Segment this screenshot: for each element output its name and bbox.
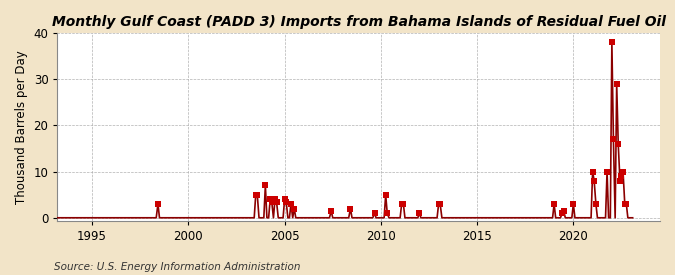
Point <box>433 202 444 206</box>
Point <box>289 206 300 211</box>
Title: Monthly Gulf Coast (PADD 3) Imports from Bahama Islands of Residual Fuel Oil: Monthly Gulf Coast (PADD 3) Imports from… <box>52 15 666 29</box>
Point <box>614 178 625 183</box>
Point <box>589 178 599 183</box>
Point <box>435 202 446 206</box>
Y-axis label: Thousand Barrels per Day: Thousand Barrels per Day <box>15 50 28 204</box>
Point <box>568 202 578 206</box>
Point <box>616 174 627 178</box>
Point <box>606 40 617 44</box>
Point <box>380 192 391 197</box>
Point <box>558 209 569 213</box>
Point <box>269 197 280 202</box>
Point <box>591 202 601 206</box>
Point <box>621 202 632 206</box>
Point <box>601 169 612 174</box>
Point <box>279 197 290 202</box>
Point <box>267 199 277 204</box>
Point <box>557 211 568 215</box>
Point <box>620 202 630 206</box>
Point <box>382 211 393 215</box>
Point <box>281 199 292 204</box>
Point <box>345 206 356 211</box>
Point <box>369 211 380 215</box>
Point <box>252 192 263 197</box>
Point <box>549 202 560 206</box>
Point <box>286 202 296 206</box>
Point <box>396 202 407 206</box>
Point <box>612 82 622 86</box>
Point <box>250 192 261 197</box>
Point <box>326 209 337 213</box>
Point <box>414 211 425 215</box>
Point <box>265 197 275 202</box>
Point <box>608 137 619 141</box>
Point <box>271 199 282 204</box>
Point <box>260 183 271 188</box>
Point <box>398 202 409 206</box>
Text: Source: U.S. Energy Information Administration: Source: U.S. Energy Information Administ… <box>54 262 300 272</box>
Point <box>153 202 163 206</box>
Point <box>587 169 598 174</box>
Point <box>613 142 624 146</box>
Point <box>618 169 628 174</box>
